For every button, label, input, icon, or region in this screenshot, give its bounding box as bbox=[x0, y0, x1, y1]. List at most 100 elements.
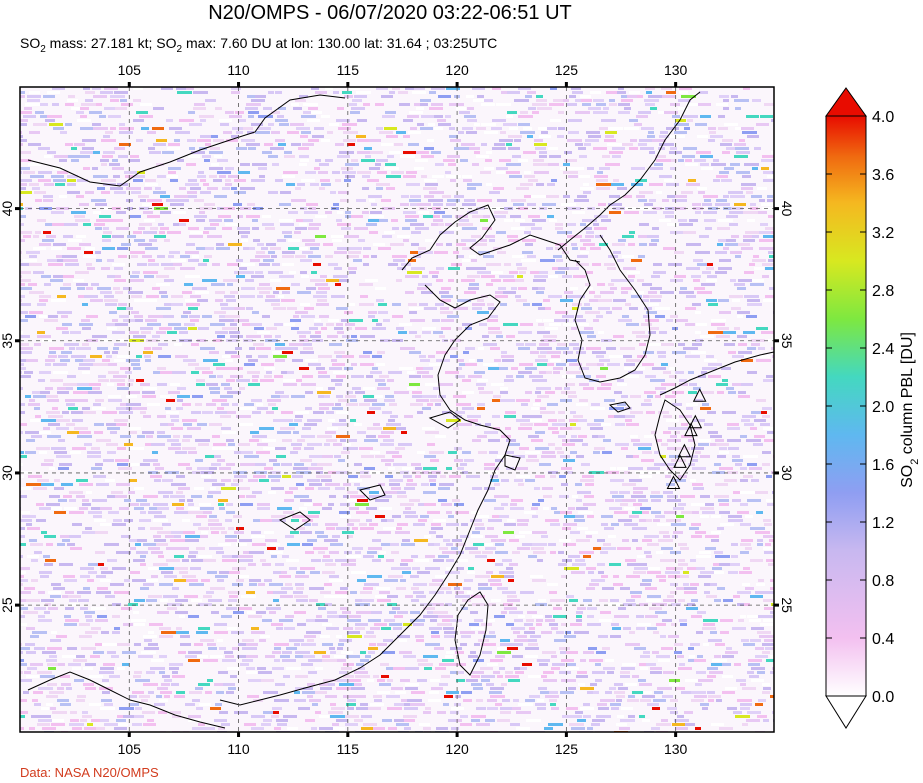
so2-pixel bbox=[775, 359, 789, 362]
so2-pixel bbox=[307, 479, 320, 482]
so2-pixel bbox=[84, 611, 95, 614]
so2-pixel bbox=[423, 215, 433, 218]
so2-pixel bbox=[284, 323, 295, 326]
so2-pixel bbox=[534, 143, 547, 146]
so2-pixel bbox=[461, 523, 468, 526]
so2-pixel bbox=[203, 559, 216, 562]
so2-pixel bbox=[315, 691, 327, 694]
so2-pixel bbox=[265, 227, 275, 230]
so2-pixel bbox=[20, 295, 25, 298]
so2-pixel bbox=[367, 411, 375, 414]
so2-pixel bbox=[545, 615, 552, 618]
so2-pixel bbox=[779, 367, 791, 370]
so2-pixel bbox=[138, 243, 152, 246]
so2-pixel bbox=[56, 455, 71, 458]
so2-pixel bbox=[358, 667, 365, 670]
so2-pixel bbox=[275, 343, 285, 346]
so2-pixel bbox=[92, 335, 107, 338]
so2-pixel bbox=[199, 703, 211, 706]
so2-pixel bbox=[112, 615, 120, 618]
so2-pixel bbox=[238, 607, 252, 610]
so2-pixel bbox=[67, 375, 76, 378]
so2-pixel bbox=[162, 479, 173, 482]
so2-pixel bbox=[534, 139, 543, 142]
so2-pixel bbox=[45, 119, 55, 122]
so2-pixel bbox=[752, 167, 758, 170]
so2-pixel bbox=[762, 691, 770, 694]
so2-pixel bbox=[516, 399, 530, 402]
so2-pixel bbox=[443, 539, 450, 542]
so2-pixel bbox=[130, 275, 139, 278]
so2-pixel bbox=[486, 683, 494, 686]
so2-pixel bbox=[775, 519, 784, 522]
so2-pixel bbox=[600, 291, 614, 294]
so2-pixel bbox=[627, 271, 640, 274]
so2-pixel bbox=[712, 567, 722, 570]
so2-pixel bbox=[136, 379, 144, 382]
so2-pixel bbox=[643, 211, 657, 214]
so2-pixel bbox=[653, 271, 666, 274]
so2-pixel bbox=[671, 603, 681, 606]
so2-pixel bbox=[51, 631, 57, 634]
so2-pixel bbox=[606, 311, 612, 314]
so2-pixel bbox=[200, 119, 206, 122]
so2-pixel bbox=[107, 559, 117, 562]
so2-pixel bbox=[647, 627, 657, 630]
so2-pixel bbox=[622, 235, 634, 238]
so2-pixel bbox=[713, 179, 720, 182]
so2-pixel bbox=[407, 371, 415, 374]
so2-pixel bbox=[172, 371, 186, 374]
so2-pixel bbox=[749, 467, 762, 470]
so2-pixel bbox=[492, 415, 500, 418]
so2-pixel bbox=[740, 551, 749, 554]
so2-pixel bbox=[242, 639, 254, 642]
so2-pixel bbox=[453, 395, 466, 398]
so2-pixel bbox=[132, 271, 140, 274]
so2-pixel bbox=[379, 219, 388, 222]
so2-pixel bbox=[441, 287, 451, 290]
so2-pixel bbox=[314, 127, 324, 130]
so2-pixel bbox=[373, 423, 380, 426]
so2-pixel bbox=[493, 427, 500, 430]
so2-pixel bbox=[67, 543, 75, 546]
so2-pixel bbox=[573, 319, 586, 322]
so2-pixel bbox=[410, 251, 418, 254]
so2-pixel bbox=[238, 575, 249, 578]
so2-pixel bbox=[525, 655, 538, 658]
so2-pixel bbox=[238, 171, 250, 174]
so2-pixel bbox=[465, 547, 478, 550]
so2-pixel bbox=[438, 395, 446, 398]
so2-pixel bbox=[318, 375, 330, 378]
so2-pixel bbox=[522, 543, 532, 546]
so2-pixel bbox=[236, 147, 247, 150]
so2-pixel bbox=[624, 507, 635, 510]
so2-pixel bbox=[26, 251, 40, 254]
so2-pixel bbox=[462, 127, 473, 130]
so2-pixel bbox=[591, 403, 600, 406]
so2-pixel bbox=[416, 367, 423, 370]
so2-pixel bbox=[560, 167, 570, 170]
so2-pixel bbox=[661, 383, 676, 386]
so2-pixel bbox=[471, 627, 484, 630]
so2-pixel bbox=[122, 663, 129, 666]
so2-pixel bbox=[20, 451, 24, 454]
so2-pixel bbox=[608, 127, 623, 130]
so2-pixel bbox=[695, 251, 710, 254]
so2-pixel bbox=[742, 415, 756, 418]
so2-pixel bbox=[259, 263, 270, 266]
so2-pixel bbox=[378, 247, 391, 250]
so2-pixel bbox=[708, 207, 718, 210]
so2-pixel bbox=[308, 363, 321, 366]
so2-pixel bbox=[436, 535, 443, 538]
so2-pixel bbox=[541, 631, 552, 634]
so2-pixel bbox=[167, 607, 177, 610]
so2-pixel bbox=[432, 175, 444, 178]
so2-pixel bbox=[313, 263, 321, 266]
so2-pixel bbox=[752, 279, 764, 282]
so2-pixel bbox=[61, 351, 72, 354]
so2-pixel bbox=[46, 543, 53, 546]
so2-pixel bbox=[461, 279, 475, 282]
so2-pixel bbox=[141, 699, 148, 702]
so2-pixel bbox=[731, 307, 741, 310]
so2-pixel bbox=[294, 495, 309, 498]
